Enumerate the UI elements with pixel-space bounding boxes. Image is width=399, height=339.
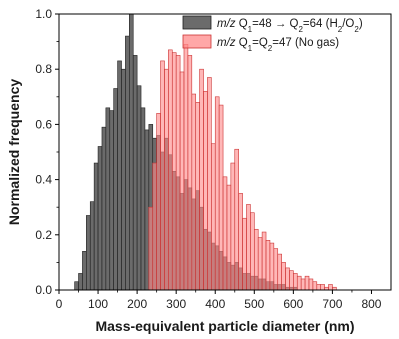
bar xyxy=(168,49,173,291)
bar xyxy=(207,77,212,291)
x-tick-label: 600 xyxy=(283,297,303,311)
bar xyxy=(234,148,239,291)
bar xyxy=(132,55,138,291)
bar xyxy=(148,206,154,291)
bar xyxy=(191,93,197,291)
y-tick-label: 0.4 xyxy=(35,173,52,187)
bar xyxy=(316,284,322,291)
bar xyxy=(293,273,298,291)
bar xyxy=(78,273,83,291)
bar xyxy=(97,146,103,291)
bar xyxy=(277,253,282,291)
bar xyxy=(183,44,189,291)
x-tick-label: 200 xyxy=(127,297,147,311)
legend: m/z Q1=48 → Q2=64 (H2/O2) m/z Q1=Q2=47 (N… xyxy=(182,15,363,53)
bar xyxy=(121,68,126,291)
y-tick-label: 0.8 xyxy=(35,62,52,76)
bar xyxy=(86,215,91,291)
bar xyxy=(109,110,114,291)
bar xyxy=(257,237,263,291)
bar xyxy=(250,212,255,291)
bar xyxy=(304,275,310,291)
bar xyxy=(93,162,99,291)
x-axis-title: Mass-equivalent particle diameter (nm) xyxy=(95,318,354,334)
bar xyxy=(222,176,228,291)
legend-swatch-0 xyxy=(182,15,212,30)
bar xyxy=(203,90,208,291)
bar xyxy=(82,251,87,291)
bar xyxy=(296,275,302,291)
bar xyxy=(105,107,111,291)
bar xyxy=(289,270,294,291)
bar xyxy=(136,85,142,291)
bar xyxy=(265,240,271,291)
bar xyxy=(160,60,165,291)
bar xyxy=(113,88,118,291)
bar xyxy=(156,113,161,291)
bar xyxy=(214,96,220,291)
bar xyxy=(89,201,95,291)
bar xyxy=(74,281,79,291)
x-axis-ticks: 0 100 200 300 400 500 600 700 800 xyxy=(56,290,382,311)
bar xyxy=(101,126,107,291)
x-tick-label: 400 xyxy=(205,297,225,311)
legend-label-1: m/z Q1=Q2=47 (No gas) xyxy=(217,37,339,53)
x-tick-label: 800 xyxy=(361,297,381,311)
bar xyxy=(199,68,204,291)
bar xyxy=(312,281,318,291)
legend-swatch-1 xyxy=(182,34,212,49)
x-tick-label: 700 xyxy=(322,297,342,311)
bar xyxy=(211,143,216,291)
legend-label-0: m/z Q1=48 → Q2=64 (H2/O2) xyxy=(217,18,363,34)
bar xyxy=(175,55,181,291)
bar xyxy=(226,184,232,291)
y-tick-label: 1.0 xyxy=(35,7,52,21)
y-tick-label: 0.6 xyxy=(35,117,52,131)
bars-layer xyxy=(74,13,337,291)
bar xyxy=(246,204,251,291)
bar xyxy=(144,129,150,291)
bar xyxy=(253,228,259,291)
y-axis-title: Normalized frequency xyxy=(6,79,22,225)
y-axis-ticks: 0.0 0.2 0.4 0.6 0.8 1.0 xyxy=(35,7,59,297)
bar xyxy=(171,52,177,291)
bar xyxy=(242,217,247,291)
bar xyxy=(195,102,200,291)
bar xyxy=(125,35,130,291)
bar xyxy=(320,284,325,291)
bar xyxy=(117,60,122,291)
bar xyxy=(238,193,243,291)
x-tick-label: 100 xyxy=(88,297,108,311)
bar xyxy=(261,231,267,291)
bar xyxy=(152,162,157,291)
bar xyxy=(179,71,185,291)
bar xyxy=(285,267,290,291)
bar xyxy=(308,278,314,291)
x-tick-label: 300 xyxy=(166,297,186,311)
x-tick-label: 0 xyxy=(56,297,63,311)
bar xyxy=(269,242,275,291)
bar xyxy=(218,104,224,291)
bar xyxy=(140,107,146,291)
y-tick-label: 0.0 xyxy=(35,283,52,297)
bar xyxy=(328,284,333,291)
y-tick-label: 0.2 xyxy=(35,228,52,242)
bar xyxy=(300,278,306,291)
bar xyxy=(230,162,236,291)
x-tick-label: 500 xyxy=(244,297,264,311)
bar xyxy=(129,13,134,291)
bar xyxy=(164,68,169,291)
bar xyxy=(281,262,286,291)
bar xyxy=(187,55,193,291)
series-1-bars xyxy=(148,44,337,291)
bar xyxy=(273,248,279,291)
